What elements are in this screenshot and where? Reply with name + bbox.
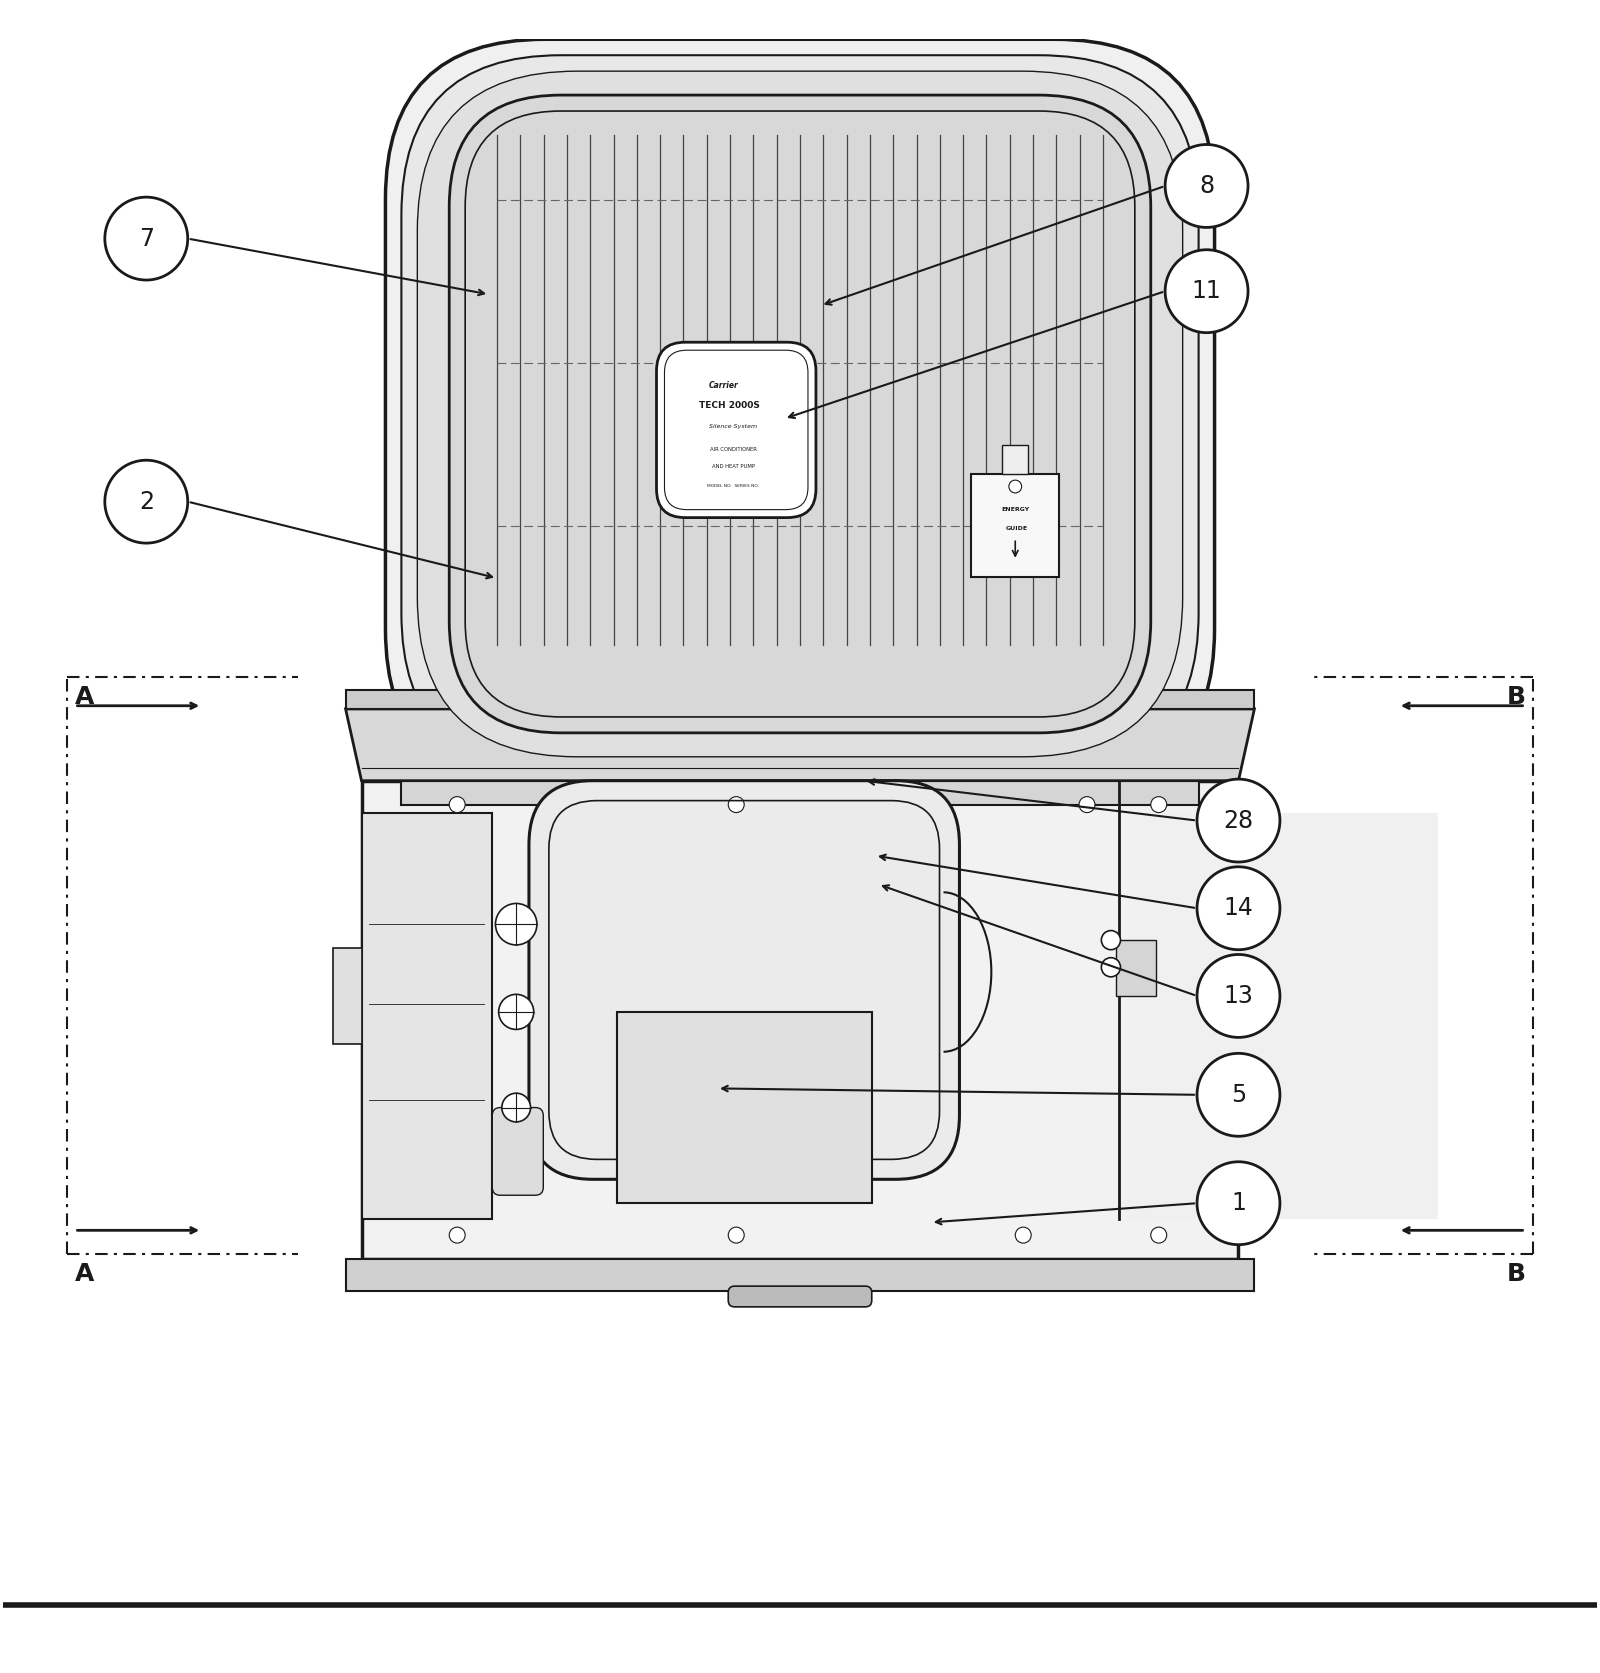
Bar — [362, 813, 493, 1220]
FancyBboxPatch shape — [530, 781, 960, 1179]
Circle shape — [106, 460, 187, 544]
Text: 8: 8 — [1198, 174, 1214, 197]
Text: B: B — [1507, 1261, 1525, 1287]
Text: 11: 11 — [1192, 279, 1221, 303]
Circle shape — [1197, 1161, 1280, 1245]
Text: 2: 2 — [139, 490, 154, 514]
Text: A: A — [75, 1261, 94, 1287]
FancyBboxPatch shape — [386, 38, 1214, 788]
Bar — [402, 765, 1198, 805]
Circle shape — [496, 903, 538, 945]
Circle shape — [1197, 1054, 1280, 1136]
Text: Silence System: Silence System — [709, 425, 757, 430]
Circle shape — [450, 1226, 466, 1243]
Text: GUIDE: GUIDE — [1006, 527, 1027, 532]
Bar — [616, 1012, 872, 1203]
Circle shape — [1165, 144, 1248, 228]
Circle shape — [1101, 930, 1120, 950]
Text: AIR CONDITIONER: AIR CONDITIONER — [709, 447, 757, 452]
Circle shape — [1150, 796, 1166, 813]
Circle shape — [499, 994, 534, 1029]
Bar — [346, 689, 1254, 709]
Circle shape — [1010, 480, 1022, 494]
FancyBboxPatch shape — [728, 1287, 872, 1307]
Bar — [1003, 445, 1029, 473]
Bar — [346, 1260, 1254, 1292]
Text: TECH 2000S: TECH 2000S — [699, 402, 760, 410]
Text: ENERGY: ENERGY — [1002, 507, 1029, 512]
FancyBboxPatch shape — [450, 95, 1150, 733]
Bar — [1115, 940, 1155, 995]
Circle shape — [728, 796, 744, 813]
Text: 13: 13 — [1224, 984, 1253, 1007]
FancyBboxPatch shape — [656, 343, 816, 517]
Circle shape — [1150, 1226, 1166, 1243]
Text: B: B — [1507, 684, 1525, 709]
Text: A: A — [75, 684, 94, 709]
FancyBboxPatch shape — [402, 55, 1198, 773]
Text: MODEL NO.  SERIES NO.: MODEL NO. SERIES NO. — [707, 483, 758, 489]
Circle shape — [1197, 955, 1280, 1037]
Circle shape — [106, 197, 187, 279]
Bar — [971, 473, 1059, 577]
Text: AND HEAT PUMP: AND HEAT PUMP — [712, 463, 755, 468]
Circle shape — [1197, 780, 1280, 862]
Circle shape — [1165, 249, 1248, 333]
Text: 14: 14 — [1224, 897, 1253, 920]
Bar — [362, 781, 1238, 1260]
Text: 28: 28 — [1224, 808, 1253, 833]
Text: 7: 7 — [139, 226, 154, 251]
FancyBboxPatch shape — [418, 72, 1182, 756]
FancyBboxPatch shape — [493, 1108, 544, 1195]
Bar — [333, 949, 362, 1044]
Text: 5: 5 — [1230, 1082, 1246, 1108]
Circle shape — [1078, 796, 1094, 813]
Circle shape — [450, 796, 466, 813]
Polygon shape — [346, 709, 1254, 781]
Text: 1: 1 — [1230, 1191, 1246, 1215]
Text: Carrier: Carrier — [709, 381, 738, 390]
Circle shape — [1197, 867, 1280, 950]
Circle shape — [728, 1226, 744, 1243]
Circle shape — [1016, 1226, 1030, 1243]
Bar — [1126, 813, 1438, 1220]
Circle shape — [1101, 957, 1120, 977]
Circle shape — [502, 1092, 531, 1123]
